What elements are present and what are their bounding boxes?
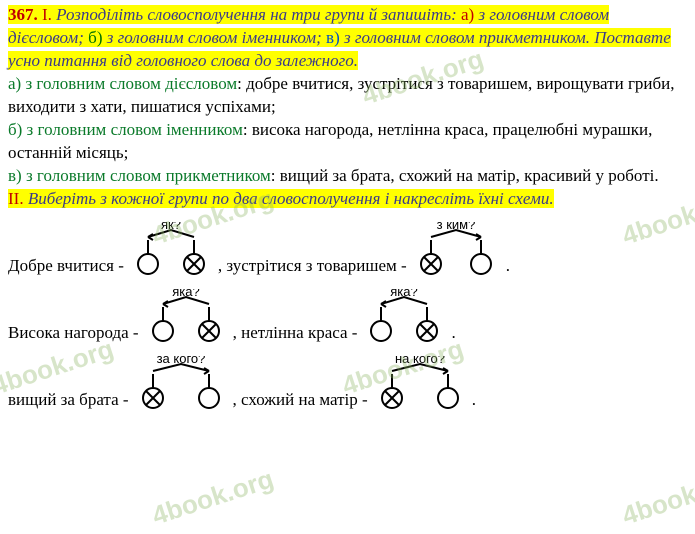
diag-label-2a: Висока нагорода - <box>8 322 139 345</box>
diagram-row-2: Висока нагорода - яка? , нетлінна краса … <box>8 289 687 344</box>
diag-label-3b: , схожий на матір - <box>233 389 368 412</box>
watermark: 4book.org <box>618 461 695 533</box>
diag-end-1: . <box>506 255 510 278</box>
diag-label-1a: Добре вчитися - <box>8 255 124 278</box>
answer-a: а) з головним словом дієсловом: добре вч… <box>8 73 687 119</box>
option-v-label: в) <box>326 28 340 47</box>
answer-v-body: : вищий за брата, схожий на матір, краси… <box>271 166 659 185</box>
exercise-number: 367. <box>8 5 38 24</box>
task-paragraph-2: II. Виберіть з кожної групи по два слово… <box>8 188 687 211</box>
svg-text:яка?: яка? <box>391 289 418 299</box>
diagram-1b: з ким? <box>409 222 504 277</box>
answer-b-head: б) з головним словом іменником <box>8 120 243 139</box>
diag-label-3a: вищий за брата - <box>8 389 129 412</box>
diag-label-1b: , зустрітися з товаришем - <box>218 255 407 278</box>
answer-b: б) з головним словом іменником: висока н… <box>8 119 687 165</box>
svg-text:яка?: яка? <box>172 289 199 299</box>
svg-text:з ким?: з ким? <box>436 222 475 232</box>
svg-text:на кого?: на кого? <box>395 356 445 366</box>
watermark: 4book.org <box>148 461 278 533</box>
diag-end-2: . <box>451 322 455 345</box>
diagram-3a: за кого? <box>131 356 231 411</box>
diagram-1a: як? <box>126 222 216 277</box>
diag-end-3: . <box>472 389 476 412</box>
svg-text:за кого?: за кого? <box>156 356 205 366</box>
part-2-label: II. <box>8 189 24 208</box>
diagram-2b: яка? <box>359 289 449 344</box>
diagram-2a: яка? <box>141 289 231 344</box>
answer-v-head: в) з головним словом прикметником <box>8 166 271 185</box>
option-b-label: б) <box>88 28 102 47</box>
answer-a-head: а) з головним словом дієсловом <box>8 74 237 93</box>
answer-v: в) з головним словом прикметником: вищий… <box>8 165 687 188</box>
task1-text-a: Розподіліть словосполучення на три групи… <box>56 5 461 24</box>
part-1-label: I. <box>42 5 52 24</box>
task1-text-c: з головним словом іменником; <box>102 28 326 47</box>
svg-text:як?: як? <box>161 222 181 232</box>
diagram-row-3: вищий за брата - за кого? , схожий на ма… <box>8 356 687 411</box>
option-a-label: а) <box>461 5 474 24</box>
task-paragraph-1: 367. I. Розподіліть словосполучення на т… <box>8 4 687 73</box>
diagram-row-1: Добре вчитися - як? , зустрітися з товар… <box>8 222 687 277</box>
diagram-3b: на кого? <box>370 356 470 411</box>
diag-label-2b: , нетлінна краса - <box>233 322 358 345</box>
task2-text: Виберіть з кожної групи по два словоспол… <box>28 189 554 208</box>
